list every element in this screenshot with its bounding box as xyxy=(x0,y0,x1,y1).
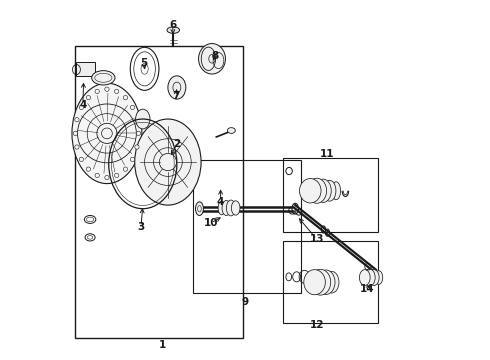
Ellipse shape xyxy=(310,269,331,295)
Ellipse shape xyxy=(218,201,225,215)
Ellipse shape xyxy=(364,269,375,286)
Circle shape xyxy=(86,95,91,100)
Circle shape xyxy=(135,145,139,149)
Ellipse shape xyxy=(317,270,335,294)
Bar xyxy=(74,45,243,338)
Ellipse shape xyxy=(136,109,150,129)
Circle shape xyxy=(123,167,127,171)
Circle shape xyxy=(123,95,127,100)
Ellipse shape xyxy=(227,128,235,134)
Text: 1: 1 xyxy=(159,340,166,350)
Circle shape xyxy=(79,105,84,109)
Ellipse shape xyxy=(369,270,379,285)
Ellipse shape xyxy=(299,179,321,203)
Bar xyxy=(76,62,95,76)
Ellipse shape xyxy=(168,76,186,99)
Ellipse shape xyxy=(222,201,231,216)
Circle shape xyxy=(73,131,77,135)
Circle shape xyxy=(95,89,99,94)
Circle shape xyxy=(86,167,91,171)
Text: 6: 6 xyxy=(169,20,176,30)
Circle shape xyxy=(75,145,79,149)
Circle shape xyxy=(115,173,119,177)
Circle shape xyxy=(136,131,141,135)
Ellipse shape xyxy=(332,182,341,200)
Ellipse shape xyxy=(72,83,142,184)
Circle shape xyxy=(75,118,79,122)
Ellipse shape xyxy=(307,178,326,203)
Text: 5: 5 xyxy=(140,58,147,68)
Text: 2: 2 xyxy=(173,139,180,149)
Text: 11: 11 xyxy=(319,149,334,159)
Ellipse shape xyxy=(323,180,336,201)
Ellipse shape xyxy=(196,202,203,216)
Bar xyxy=(283,241,378,323)
Circle shape xyxy=(105,175,109,180)
Ellipse shape xyxy=(315,179,331,202)
Text: 14: 14 xyxy=(360,284,374,294)
Ellipse shape xyxy=(167,27,179,33)
Circle shape xyxy=(95,173,99,177)
Circle shape xyxy=(130,105,135,109)
Text: 4: 4 xyxy=(217,197,224,207)
Ellipse shape xyxy=(92,71,115,85)
Circle shape xyxy=(115,89,119,94)
Text: 12: 12 xyxy=(310,320,324,330)
Ellipse shape xyxy=(324,271,339,293)
Text: 10: 10 xyxy=(204,218,218,228)
Ellipse shape xyxy=(304,270,325,295)
Circle shape xyxy=(105,87,109,91)
Ellipse shape xyxy=(375,271,383,284)
Ellipse shape xyxy=(198,44,225,74)
Ellipse shape xyxy=(226,200,236,216)
Text: 3: 3 xyxy=(137,222,145,231)
Ellipse shape xyxy=(135,119,201,205)
Circle shape xyxy=(130,157,135,162)
Text: 13: 13 xyxy=(310,234,324,244)
Text: 9: 9 xyxy=(242,297,248,307)
Text: 7: 7 xyxy=(172,91,180,102)
Ellipse shape xyxy=(359,270,370,285)
Circle shape xyxy=(79,157,84,162)
Circle shape xyxy=(135,118,139,122)
Text: 8: 8 xyxy=(211,51,218,61)
Bar xyxy=(193,160,300,293)
Text: 4: 4 xyxy=(79,100,87,110)
Ellipse shape xyxy=(231,201,240,215)
Bar xyxy=(283,158,378,232)
